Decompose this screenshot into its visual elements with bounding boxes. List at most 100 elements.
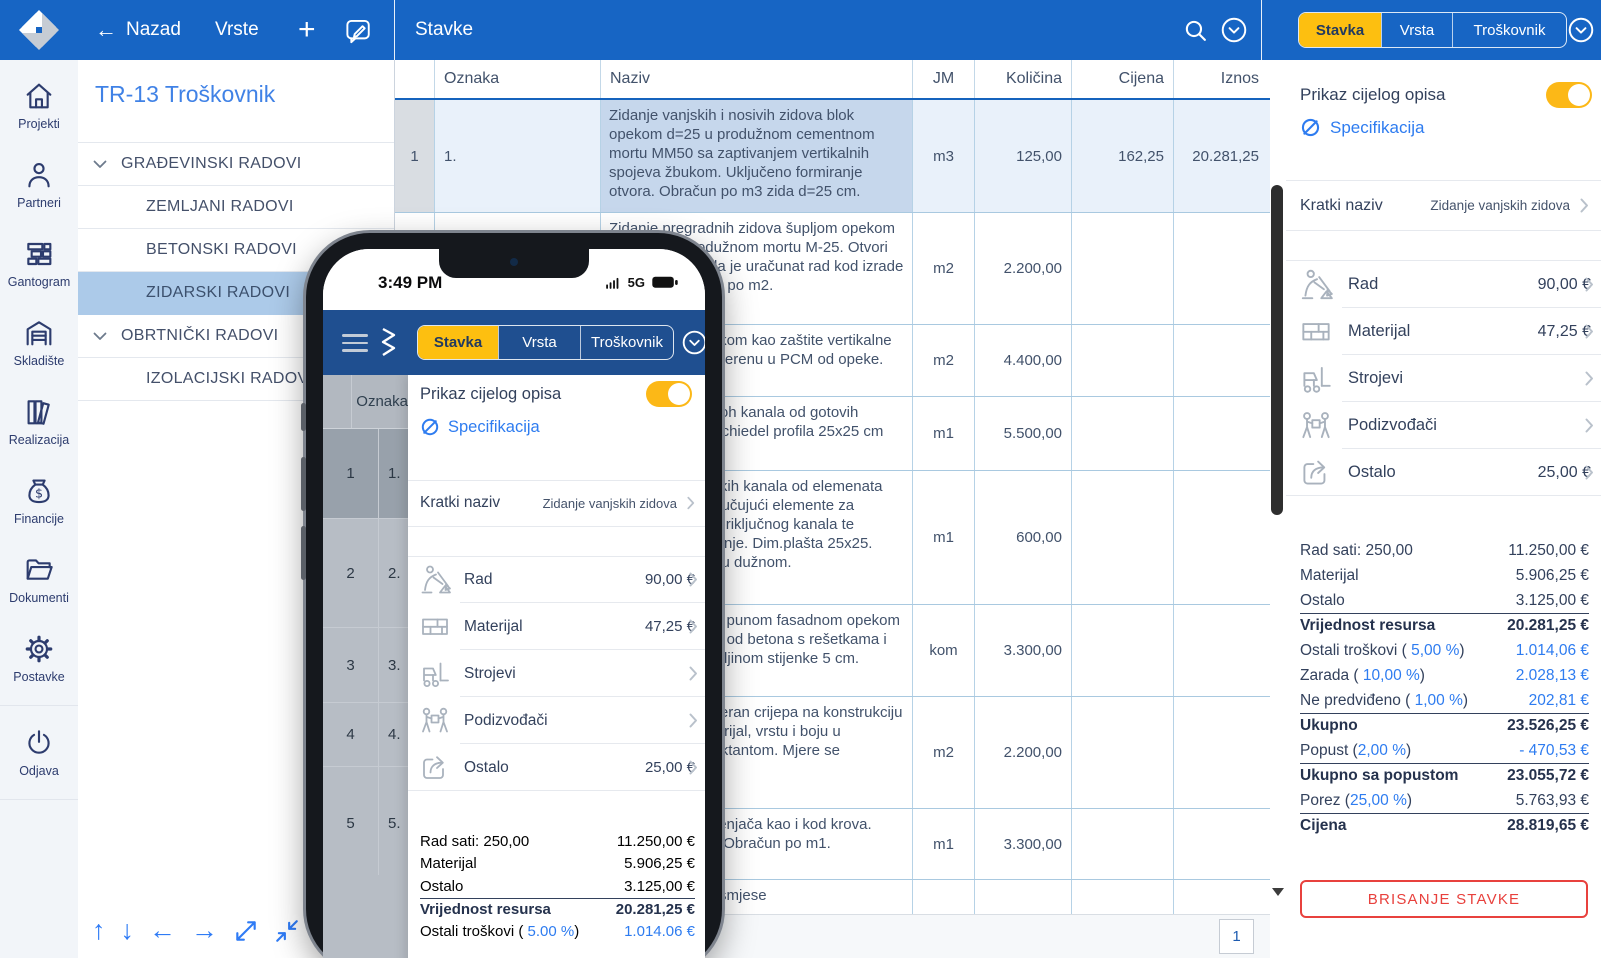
totals-label: Ne predviđeno ( 1,00 %): [1300, 692, 1468, 710]
tab-stavka[interactable]: Stavka: [418, 326, 498, 359]
resource-row-ostalo[interactable]: Ostalo 25,00 €: [1286, 449, 1601, 496]
tab-troškovnik[interactable]: Troškovnik: [1452, 13, 1566, 47]
resource-row-podizvođači[interactable]: Podizvođači: [1286, 402, 1601, 449]
tree-item[interactable]: GRAĐEVINSKI RADOVI: [78, 143, 394, 186]
back-button[interactable]: ← Nazad: [95, 0, 181, 60]
cell-kolicina[interactable]: 3.300,00: [975, 809, 1072, 879]
sidebar-item-partneri[interactable]: Partneri: [0, 145, 78, 224]
collapse-panel-icon[interactable]: [1568, 17, 1594, 43]
tab-vrsta[interactable]: Vrsta: [1381, 13, 1452, 47]
cell-cijena[interactable]: 162,25: [1072, 100, 1174, 212]
cell-cijena[interactable]: [1072, 471, 1174, 604]
totals-label: Materijal: [1300, 567, 1359, 585]
phone-dimmed-table: Oznaka 1 1. 2 2. 3 3. 4 4. 5 5. Stranica: [323, 375, 408, 958]
cell-kolicina[interactable]: 2.200,00: [975, 697, 1072, 808]
cell-naziv[interactable]: Zidanje vanjskih i nosivih zidova blok o…: [601, 100, 913, 212]
cell-iznos[interactable]: [1174, 809, 1270, 879]
vrste-menu-button[interactable]: Vrste: [215, 0, 259, 60]
phone-collapse-panel-icon[interactable]: [682, 330, 705, 355]
resource-row-materijal[interactable]: Materijal 47,25 €: [408, 603, 705, 650]
scrollbar-down-arrow-icon[interactable]: [1272, 888, 1284, 896]
totals-row: Vrijednost resursa 20.281,25 €: [420, 897, 695, 921]
app-logo-icon[interactable]: [0, 0, 78, 60]
cell-iznos[interactable]: [1174, 325, 1270, 396]
delete-item-button[interactable]: BRISANJE STAVKE: [1300, 880, 1588, 918]
cell-cijena[interactable]: [1072, 213, 1174, 324]
move-left-icon[interactable]: ←: [149, 915, 176, 945]
cell-kolicina[interactable]: 125,00: [975, 100, 1072, 212]
cell-cijena[interactable]: [1072, 697, 1174, 808]
cell-jm[interactable]: m1: [913, 397, 975, 470]
tab-vrsta[interactable]: Vrsta: [498, 326, 580, 359]
cell-kolicina[interactable]: 600,00: [975, 471, 1072, 604]
sidebar-item-postavke[interactable]: Postavke: [0, 619, 78, 698]
search-icon[interactable]: [1183, 18, 1208, 43]
collapse-all-icon[interactable]: [274, 918, 300, 944]
sidebar-item-dokumenti[interactable]: Dokumenti: [0, 540, 78, 619]
cell-cijena[interactable]: [1072, 397, 1174, 470]
resource-row-materijal[interactable]: Materijal 47,25 €: [1286, 308, 1601, 355]
cell-cijena[interactable]: [1072, 605, 1174, 696]
cell-iznos[interactable]: [1174, 697, 1270, 808]
resource-row-rad[interactable]: Rad 90,00 €: [1286, 261, 1601, 308]
totals-row: Rad sati: 250,00 11.250,00 €: [420, 830, 695, 853]
sidebar-item-financije[interactable]: $ Financije: [0, 461, 78, 540]
cell-jm[interactable]: [913, 880, 975, 914]
full-description-toggle[interactable]: [1546, 82, 1592, 108]
cell-cijena[interactable]: [1072, 880, 1174, 914]
edit-note-button[interactable]: [344, 0, 371, 60]
cell-kolicina[interactable]: 3.300,00: [975, 605, 1072, 696]
sidebar-item-odjava[interactable]: Odjava: [0, 713, 78, 792]
specification-link[interactable]: Specifikacija: [1300, 117, 1425, 138]
cell-jm[interactable]: m3: [913, 100, 975, 212]
resource-label: Rad: [464, 570, 493, 588]
sidebar-item-skladište[interactable]: Skladište: [0, 303, 78, 382]
cell-iznos[interactable]: [1174, 213, 1270, 324]
phone-detail-tabs: Stavka Vrsta Troškovnik: [417, 325, 674, 360]
cell-jm[interactable]: m2: [913, 325, 975, 396]
resource-row-strojevi[interactable]: Strojevi: [408, 650, 705, 697]
tab-troškovnik[interactable]: Troškovnik: [580, 326, 673, 359]
cell-num[interactable]: 1: [395, 100, 435, 212]
add-button[interactable]: +: [298, 0, 316, 60]
move-right-icon[interactable]: →: [191, 915, 218, 945]
phone-specification-link[interactable]: Specifikacija: [420, 417, 540, 437]
cell-oznaka[interactable]: 1.: [435, 100, 601, 212]
resource-row-strojevi[interactable]: Strojevi: [1286, 355, 1601, 402]
cell-cijena[interactable]: [1072, 325, 1174, 396]
cell-iznos[interactable]: [1174, 397, 1270, 470]
resource-row-ostalo[interactable]: Ostalo 25,00 €: [408, 744, 705, 791]
sidebar-item-realizacija[interactable]: Realizacija: [0, 382, 78, 461]
cell-iznos[interactable]: 20.281,25: [1174, 100, 1270, 212]
cell-kolicina[interactable]: 4.400,00: [975, 325, 1072, 396]
cell-iznos[interactable]: [1174, 880, 1270, 914]
cell-jm[interactable]: m1: [913, 809, 975, 879]
tree-item[interactable]: ZEMLJANI RADOVI: [78, 186, 394, 229]
vertical-scrollbar[interactable]: [1271, 185, 1283, 515]
chevron-right-icon: [689, 760, 698, 775]
cell-cijena[interactable]: [1072, 809, 1174, 879]
move-down-icon[interactable]: ↓: [120, 915, 135, 945]
cell-jm[interactable]: m2: [913, 213, 975, 324]
cell-jm[interactable]: m1: [913, 471, 975, 604]
move-up-icon[interactable]: ↑: [92, 915, 106, 945]
tab-stavka[interactable]: Stavka: [1299, 13, 1381, 47]
cell-kolicina[interactable]: 5.500,00: [975, 397, 1072, 470]
cell-jm[interactable]: kom: [913, 605, 975, 696]
cell-jm[interactable]: m2: [913, 697, 975, 808]
resource-row-rad[interactable]: Rad 90,00 €: [408, 556, 705, 603]
expand-all-icon[interactable]: [233, 918, 259, 944]
cell-kolicina[interactable]: [975, 880, 1072, 914]
collapse-header-icon[interactable]: [1221, 17, 1247, 43]
page-number-button[interactable]: 1: [1219, 919, 1254, 954]
sidebar-item-gantogram[interactable]: Gantogram: [0, 224, 78, 303]
resource-row-podizvođači[interactable]: Podizvođači: [408, 697, 705, 744]
hamburger-menu-icon[interactable]: [342, 334, 368, 357]
cell-iznos[interactable]: [1174, 471, 1270, 604]
phone-full-description-toggle[interactable]: [646, 381, 692, 407]
cell-kolicina[interactable]: 2.200,00: [975, 213, 1072, 324]
short-name-row[interactable]: Kratki naziv Zidanje vanjskih zidova: [1286, 181, 1601, 230]
sidebar-item-projekti[interactable]: Projekti: [0, 66, 78, 145]
cell-iznos[interactable]: [1174, 605, 1270, 696]
phone-short-name-row[interactable]: Kratki naziv Zidanje vanjskih zidova: [408, 480, 705, 526]
